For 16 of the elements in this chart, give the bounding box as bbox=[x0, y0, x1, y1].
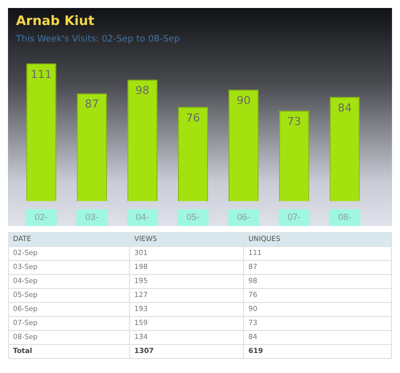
data-label: 84 bbox=[338, 101, 352, 114]
x-tick-label: 04- bbox=[136, 212, 149, 222]
x-tick-label: 05- bbox=[186, 212, 200, 222]
data-label: 87 bbox=[84, 98, 99, 111]
x-tick-label: 07- bbox=[288, 212, 301, 222]
x-tick-label: 06- bbox=[237, 212, 250, 222]
chart-title: Arnab Kiut bbox=[16, 14, 94, 30]
data-label: 98 bbox=[135, 84, 150, 98]
data-label: 76 bbox=[186, 111, 200, 124]
x-tick-label: 02- bbox=[34, 212, 48, 222]
data-label: 111 bbox=[30, 68, 52, 81]
data-label: 90 bbox=[236, 94, 251, 107]
x-tick-label: 08- bbox=[338, 212, 352, 222]
chart-subtitle: This Week's Visits: 02-Sep to 08-Sep bbox=[15, 34, 180, 44]
data-label: 73 bbox=[287, 115, 302, 128]
x-tick-label: 03- bbox=[85, 212, 98, 222]
